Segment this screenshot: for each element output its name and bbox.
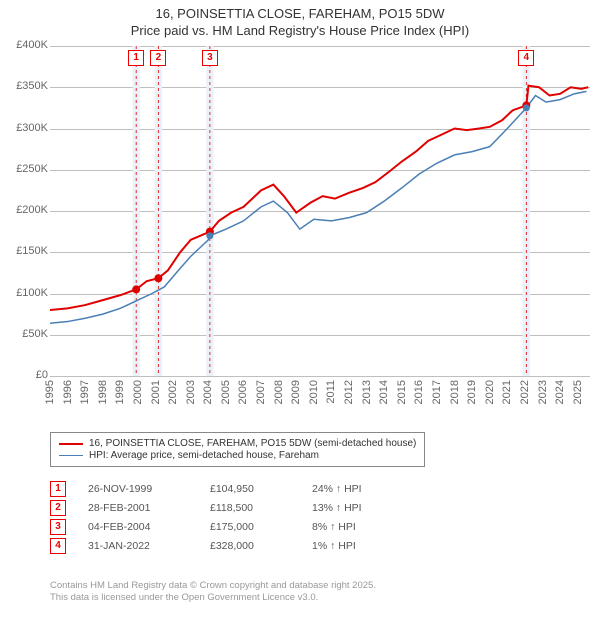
- legend-swatch: [59, 455, 83, 456]
- x-axis-label: 1997: [79, 380, 91, 404]
- y-axis-label: £0: [0, 369, 48, 381]
- y-axis-label: £250K: [0, 163, 48, 175]
- events-table: 1 26-NOV-1999 £104,950 24% ↑ HPI 2 28-FEB-200…: [50, 478, 362, 557]
- legend-item: 16, POINSETTIA CLOSE, FAREHAM, PO15 5DW …: [59, 438, 416, 449]
- y-axis-label: £150K: [0, 245, 48, 257]
- x-axis-label: 2002: [167, 380, 179, 404]
- x-axis-label: 2012: [343, 380, 355, 404]
- x-axis-label: 2023: [537, 380, 549, 404]
- x-axis-label: 2017: [431, 380, 443, 404]
- event-row-marker: 2: [50, 500, 66, 516]
- x-axis-label: 2013: [361, 380, 373, 404]
- x-axis-label: 2003: [185, 380, 197, 404]
- x-axis-label: 2001: [150, 380, 162, 404]
- event-price: £104,950: [210, 483, 290, 495]
- x-axis-label: 1996: [62, 380, 74, 404]
- chart-plot-area: 12 3 4: [50, 46, 590, 376]
- legend-label: HPI: Average price, semi-detached house,…: [89, 450, 319, 461]
- event-marker-4: 4: [518, 50, 534, 66]
- event-date: 26-NOV-1999: [88, 483, 188, 495]
- series-price_paid: [50, 86, 588, 310]
- x-axis-label: 2025: [572, 380, 584, 404]
- x-axis-label: 2007: [255, 380, 267, 404]
- y-axis-label: £200K: [0, 204, 48, 216]
- x-axis-label: 2006: [237, 380, 249, 404]
- x-axis-label: 2021: [501, 380, 513, 404]
- event-price: £175,000: [210, 521, 290, 533]
- event-marker-1: 1: [128, 50, 144, 66]
- x-axis-label: 2000: [132, 380, 144, 404]
- y-axis-label: £400K: [0, 39, 48, 51]
- event-delta: 24% ↑ HPI: [312, 483, 362, 495]
- event-marker-3: 3: [202, 50, 218, 66]
- event-row: 3 04-FEB-2004 £175,000 8% ↑ HPI: [50, 519, 362, 535]
- y-axis-label: £50K: [0, 328, 48, 340]
- x-axis-label: 2014: [378, 380, 390, 404]
- x-axis-label: 2004: [202, 380, 214, 404]
- x-axis-label: 1999: [114, 380, 126, 404]
- x-axis-label: 2008: [273, 380, 285, 404]
- footer-line2: This data is licensed under the Open Gov…: [50, 592, 376, 604]
- legend-swatch: [59, 443, 83, 445]
- event-row: 1 26-NOV-1999 £104,950 24% ↑ HPI: [50, 481, 362, 497]
- event-price: £328,000: [210, 540, 290, 552]
- event-delta: 13% ↑ HPI: [312, 502, 362, 514]
- event-date: 31-JAN-2022: [88, 540, 188, 552]
- chart-title: 16, POINSETTIA CLOSE, FAREHAM, PO15 5DW …: [0, 0, 600, 40]
- x-axis-label: 2024: [554, 380, 566, 404]
- x-axis-label: 2022: [519, 380, 531, 404]
- event-row-marker: 4: [50, 538, 66, 554]
- footer-line1: Contains HM Land Registry data © Crown c…: [50, 580, 376, 592]
- x-axis-label: 2019: [466, 380, 478, 404]
- x-axis-label: 1998: [97, 380, 109, 404]
- x-axis-label: 2009: [290, 380, 302, 404]
- title-line1: 16, POINSETTIA CLOSE, FAREHAM, PO15 5DW: [0, 6, 600, 23]
- event-date: 28-FEB-2001: [88, 502, 188, 514]
- x-axis-label: 2015: [396, 380, 408, 404]
- y-axis-label: £350K: [0, 80, 48, 92]
- legend-label: 16, POINSETTIA CLOSE, FAREHAM, PO15 5DW …: [89, 438, 416, 449]
- x-axis-label: 2010: [308, 380, 320, 404]
- x-axis-label: 2018: [449, 380, 461, 404]
- series-hpi: [50, 91, 586, 323]
- event-row-marker: 1: [50, 481, 66, 497]
- event-date: 04-FEB-2004: [88, 521, 188, 533]
- legend-item: HPI: Average price, semi-detached house,…: [59, 450, 416, 461]
- footer-attribution: Contains HM Land Registry data © Crown c…: [50, 580, 376, 605]
- x-axis-label: 2020: [484, 380, 496, 404]
- x-axis-label: 1995: [44, 380, 56, 404]
- event-delta: 8% ↑ HPI: [312, 521, 356, 533]
- y-axis-label: £300K: [0, 122, 48, 134]
- event-price: £118,500: [210, 502, 290, 514]
- title-line2: Price paid vs. HM Land Registry's House …: [0, 23, 600, 40]
- y-axis-label: £100K: [0, 287, 48, 299]
- chart-svg: [50, 46, 590, 376]
- x-axis-label: 2016: [413, 380, 425, 404]
- event-row-marker: 3: [50, 519, 66, 535]
- event-delta: 1% ↑ HPI: [312, 540, 356, 552]
- event-row: 2 28-FEB-2001 £118,500 13% ↑ HPI: [50, 500, 362, 516]
- event-marker-2: 2: [150, 50, 166, 66]
- legend: 16, POINSETTIA CLOSE, FAREHAM, PO15 5DW …: [50, 432, 425, 467]
- x-axis-label: 2011: [325, 380, 337, 404]
- gridline: [50, 376, 590, 377]
- event-row: 4 31-JAN-2022 £328,000 1% ↑ HPI: [50, 538, 362, 554]
- x-axis-label: 2005: [220, 380, 232, 404]
